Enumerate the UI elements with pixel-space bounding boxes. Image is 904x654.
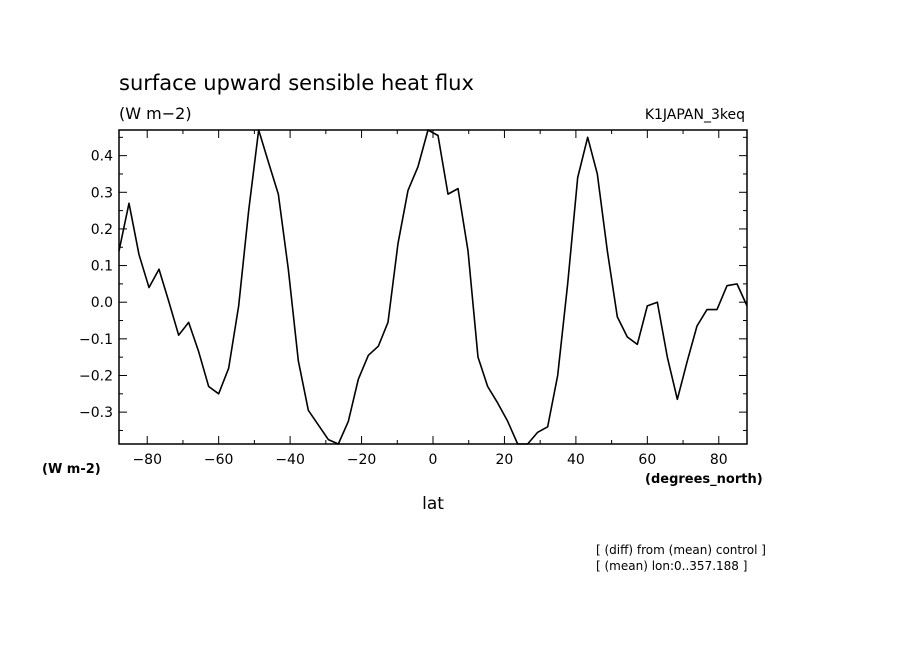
y-tick-label: −0.1	[79, 332, 113, 348]
x-tick-label: −40	[275, 452, 305, 468]
y-tick-label: 0.1	[91, 259, 113, 275]
y-tick-label: −0.2	[79, 368, 113, 384]
x-tick-label: 40	[567, 452, 585, 468]
annotation-diff: [ (diff) from (mean) control ]	[596, 543, 766, 557]
y-tick-label: −0.3	[79, 405, 113, 421]
x-tick-label: 20	[496, 452, 514, 468]
y-tick-label: 0.0	[91, 295, 113, 311]
x-tick-labels: −80 −60 −40 −20 0 20 40 60 80	[132, 452, 727, 468]
x-tick-label: 0	[429, 452, 438, 468]
annotation-mean: [ (mean) lon:0..357.188 ]	[596, 559, 747, 573]
y-tick-labels: 0.4 0.3 0.2 0.1 0.0 −0.1 −0.2 −0.3	[79, 149, 113, 421]
units-label: (W m−2)	[119, 104, 192, 123]
chart-title: surface upward sensible heat flux	[119, 71, 474, 95]
x-axis-label: lat	[422, 494, 444, 514]
y-tick-label: 0.4	[91, 149, 113, 165]
experiment-label: K1JAPAN_3keq	[645, 107, 745, 123]
tick-marks	[119, 130, 747, 444]
plot-frame	[118, 129, 748, 445]
x-tick-label: −20	[347, 452, 377, 468]
y-tick-label: 0.2	[91, 222, 113, 238]
y-axis-units: (W m-2)	[42, 462, 101, 477]
x-axis-units: (degrees_north)	[645, 472, 763, 487]
x-tick-label: −80	[132, 452, 162, 468]
y-tick-label: 0.3	[91, 185, 113, 201]
series-layer	[118, 129, 748, 445]
series-line-0	[118, 129, 748, 445]
x-tick-label: 60	[638, 452, 656, 468]
x-tick-label: 80	[710, 452, 728, 468]
x-tick-label: −60	[204, 452, 234, 468]
